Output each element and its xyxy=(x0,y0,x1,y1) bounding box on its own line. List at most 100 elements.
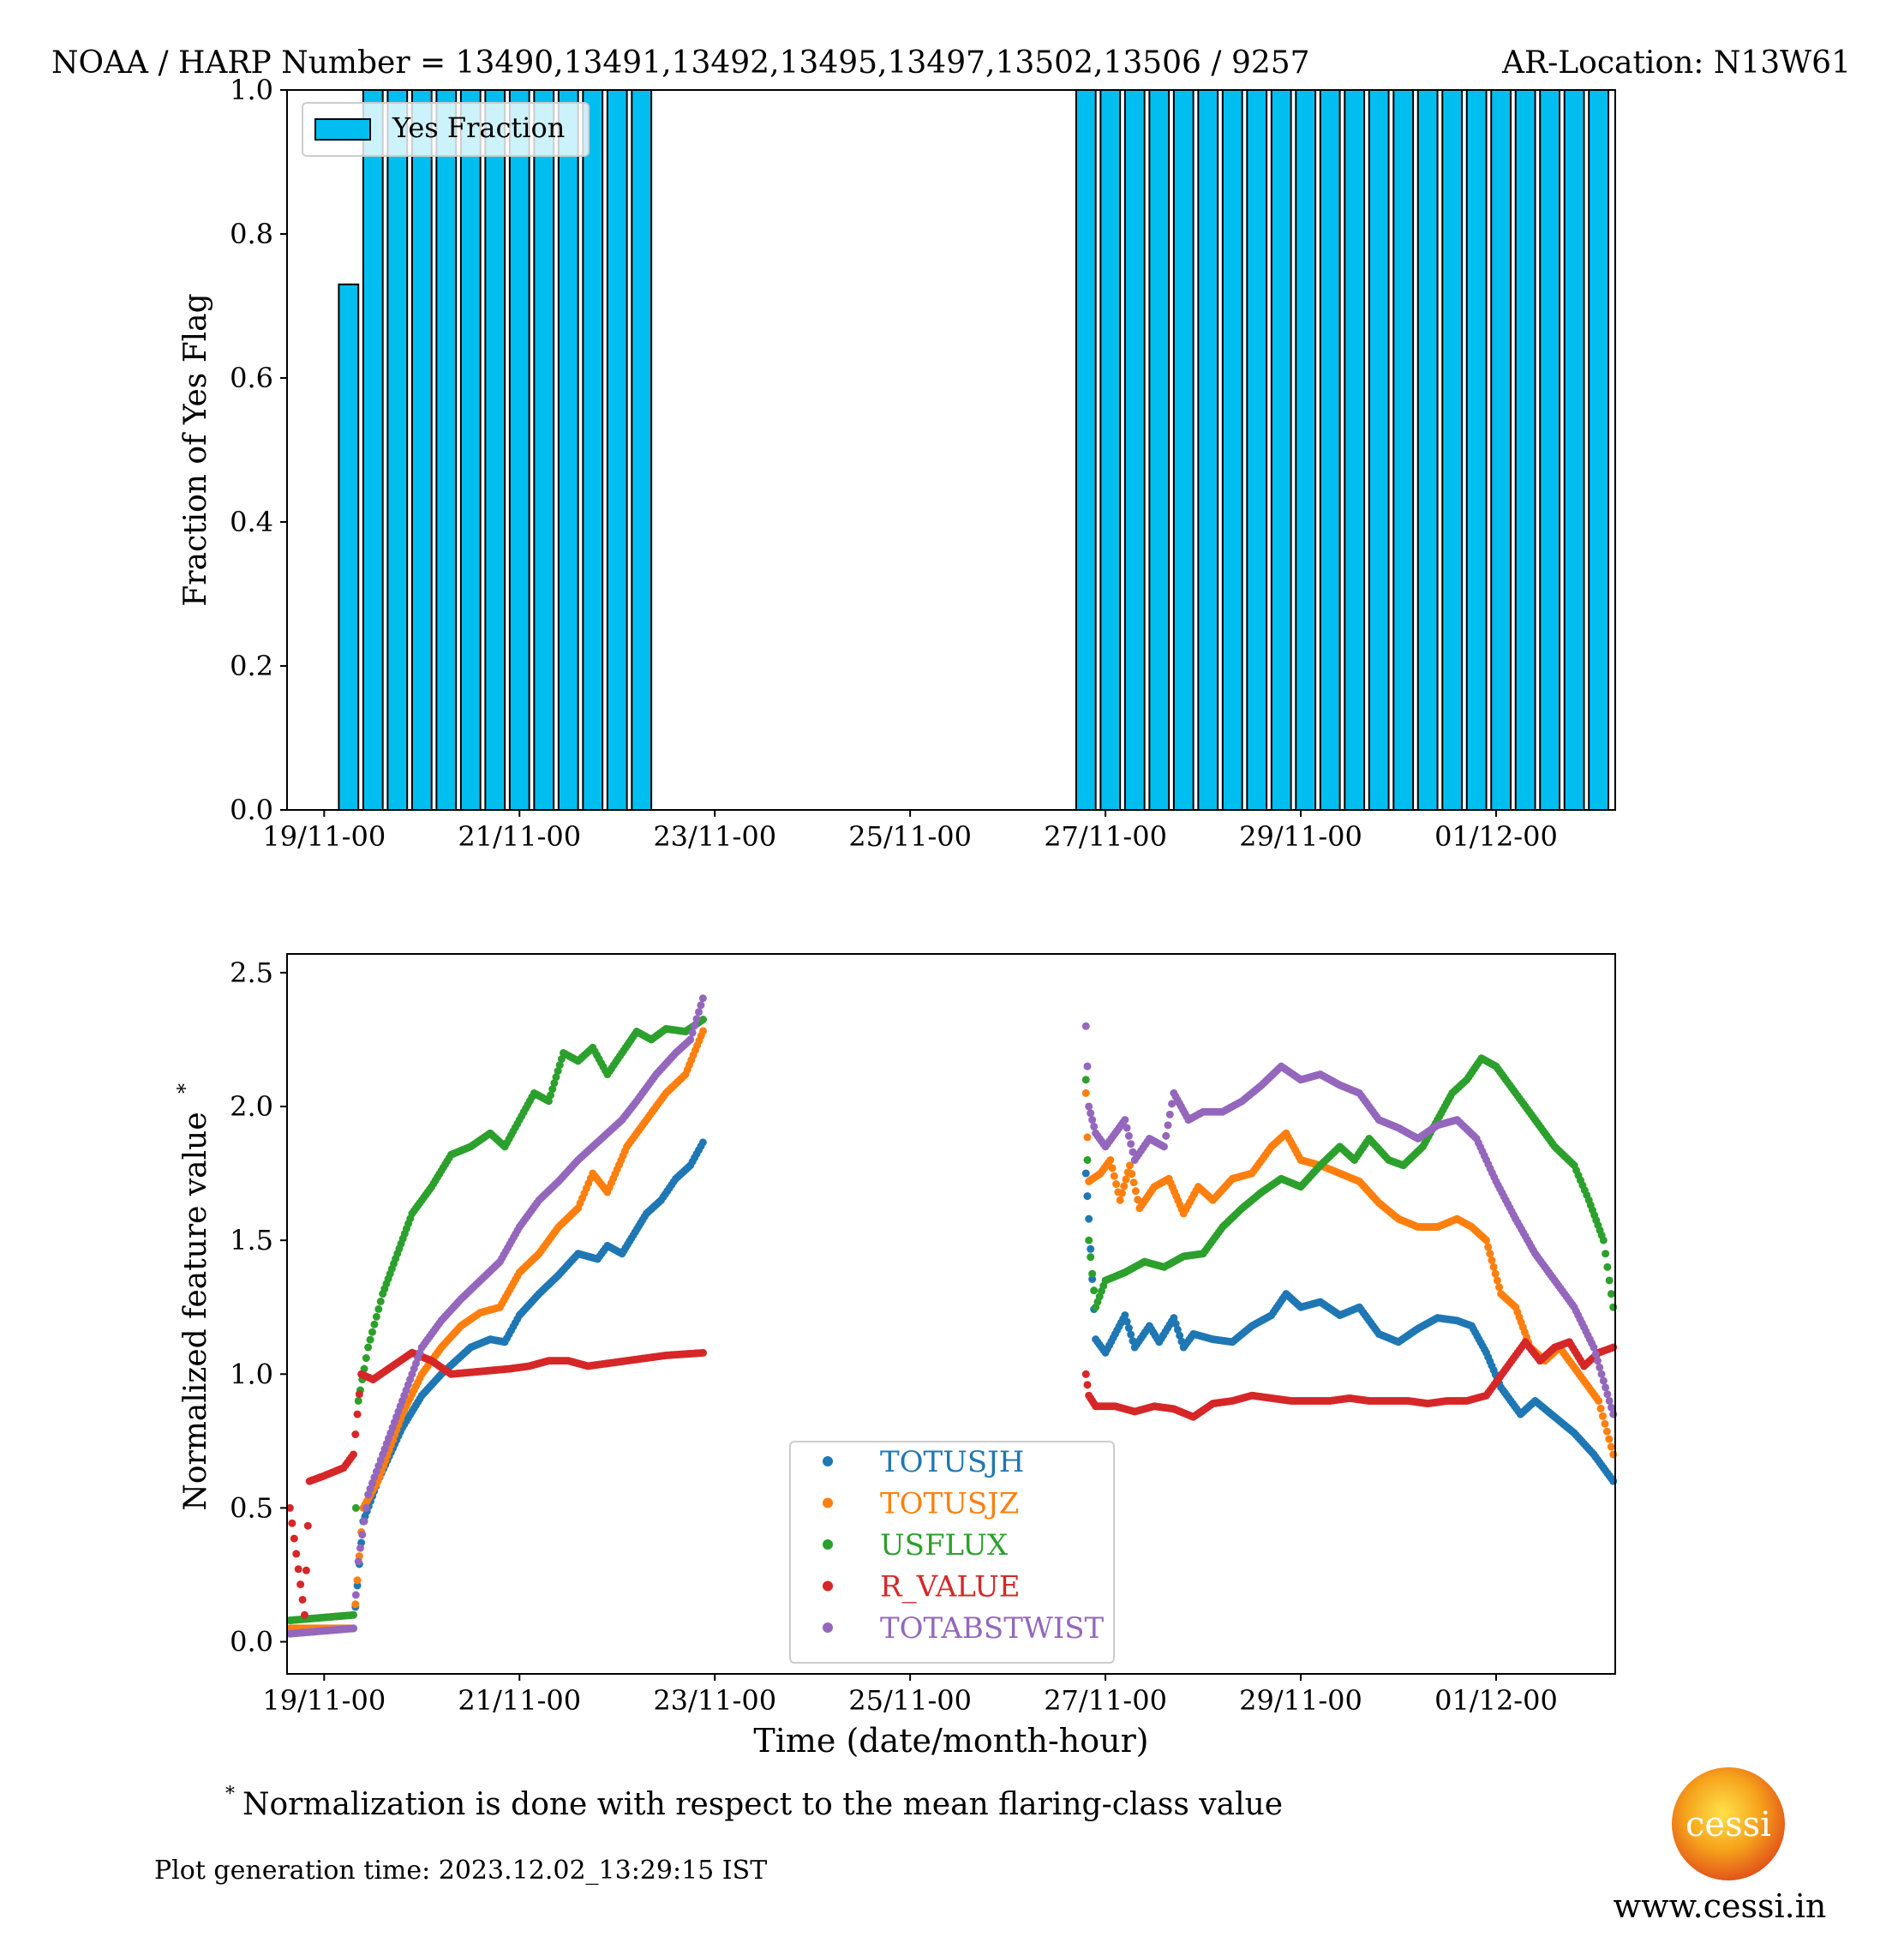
totabstwist-point xyxy=(1164,1121,1172,1130)
yes-fraction-bar xyxy=(1490,89,1512,811)
r-value-point xyxy=(285,1503,294,1512)
yes-fraction-bar xyxy=(1588,89,1610,811)
top-y-tick-label: 0.0 xyxy=(230,794,273,826)
totusjh-point xyxy=(698,1138,707,1147)
yes-fraction-bar xyxy=(1441,89,1464,811)
usflux-point xyxy=(1083,1155,1092,1164)
ar-location: AR-Location: N13W61 xyxy=(1501,45,1851,81)
totusjh-point xyxy=(1171,1320,1180,1328)
totusjh-point xyxy=(1173,1325,1182,1334)
legend-swatch-yes-fraction xyxy=(314,118,371,141)
yes-fraction-bar xyxy=(1319,89,1341,811)
yes-fraction-bar xyxy=(1416,89,1439,811)
totusjh-point xyxy=(1083,1192,1092,1201)
totusjz-point xyxy=(351,1600,360,1609)
totabstwist-point xyxy=(1603,1390,1612,1399)
totabstwist-point xyxy=(1123,1124,1131,1132)
totabstwist-point xyxy=(360,1517,368,1526)
totusjz-point xyxy=(1601,1419,1609,1428)
totusjz-point xyxy=(1596,1404,1605,1412)
top-y-ticks: 0.0 0.2 0.4 0.6 0.8 1.0 xyxy=(230,74,287,826)
generation-time: Plot generation time: 2023.12.02_13:29:1… xyxy=(154,1856,767,1886)
totabstwist-point xyxy=(1605,1396,1614,1405)
cessi-logo-text: cessi xyxy=(1685,1805,1771,1844)
r-value-point xyxy=(353,1410,362,1418)
totabstwist-point xyxy=(1596,1363,1604,1371)
usflux-point xyxy=(370,1320,379,1328)
yes-fraction-bar xyxy=(1368,89,1390,811)
usflux-point xyxy=(362,1354,370,1363)
legend-label-usflux: USFLUX xyxy=(880,1528,1009,1562)
top-x-tick-label: 01/12-00 xyxy=(1434,820,1558,853)
totabstwist-point xyxy=(354,1557,362,1566)
usflux-point xyxy=(1607,1290,1615,1298)
totabstwist-point xyxy=(1088,1116,1097,1124)
totusjh-point xyxy=(1088,1274,1097,1283)
legend-marker-totusjz xyxy=(823,1497,833,1508)
totabstwist-point xyxy=(1590,1343,1598,1352)
r-value-point xyxy=(351,1430,360,1439)
totusjh-point xyxy=(1123,1317,1131,1326)
legend-marker-r-value xyxy=(823,1580,833,1592)
r-value-point xyxy=(290,1534,298,1543)
bottom-y-axis-label: Normalized feature value xyxy=(178,1112,213,1510)
r-value-point xyxy=(350,1450,357,1459)
yes-fraction-bar xyxy=(533,89,555,811)
top-x-tick-label: 19/11-00 xyxy=(262,820,386,853)
yes-fraction-bar xyxy=(1197,89,1219,811)
r-value-point xyxy=(294,1565,302,1574)
bottom-x-tick-label: 29/11-00 xyxy=(1239,1684,1362,1717)
totusjz-point xyxy=(1117,1189,1126,1197)
yes-fraction-bar xyxy=(386,89,409,811)
yes-fraction-bar xyxy=(606,89,628,811)
usflux-point xyxy=(1085,1236,1093,1244)
usflux-point xyxy=(699,1016,708,1024)
totabstwist-point xyxy=(1593,1357,1602,1365)
totusjz-point xyxy=(1605,1435,1614,1443)
totusjz-point xyxy=(1482,1236,1491,1244)
bottom-x-tick-label: 21/11-00 xyxy=(458,1684,581,1717)
totusjz-point xyxy=(1489,1262,1498,1271)
usflux-point xyxy=(554,1067,562,1076)
totabstwist-point xyxy=(1599,1376,1608,1385)
yes-fraction-bar xyxy=(1221,89,1243,811)
totusjz-point xyxy=(1128,1170,1136,1178)
usflux-point xyxy=(547,1091,555,1100)
legend-marker-usflux xyxy=(823,1539,833,1550)
totusjh-point xyxy=(1127,1330,1135,1339)
bottom-x-tick-label: 01/12-00 xyxy=(1434,1684,1558,1717)
totusjz-point xyxy=(1491,1269,1500,1278)
totabstwist-point xyxy=(1168,1100,1177,1108)
usflux-point xyxy=(368,1328,376,1336)
totusjz-point xyxy=(1116,1196,1124,1204)
bottom-plot-frame xyxy=(286,953,1616,1675)
yes-fraction-bar xyxy=(582,89,604,811)
legend-label-totusjh: TOTUSJH xyxy=(880,1445,1024,1479)
top-x-ticks: 19/11-00 21/11-00 23/11-00 25/11-00 27/11-00… xyxy=(262,810,1558,853)
usflux-point xyxy=(374,1304,383,1313)
totabstwist-point xyxy=(358,1531,367,1539)
top-x-tick-label: 25/11-00 xyxy=(848,820,972,853)
totusjz-point xyxy=(1083,1133,1092,1142)
usflux-point xyxy=(376,1298,385,1306)
totusjh-point xyxy=(1081,1169,1090,1178)
totusjz-point xyxy=(1126,1161,1135,1170)
totusjh-point xyxy=(1124,1324,1133,1333)
r-value-point xyxy=(296,1580,305,1589)
yes-fraction-bar xyxy=(508,89,530,811)
website-link[interactable]: www.cessi.in xyxy=(1614,1887,1827,1925)
totabstwist-point xyxy=(1081,1022,1090,1030)
bottom-chart: 19/11-00 21/11-00 23/11-00 25/11-00 27/11-00… xyxy=(173,953,1618,1760)
usflux-point xyxy=(544,1097,553,1106)
legend-marker-totusjh xyxy=(823,1456,833,1466)
bottom-legend-items: TOTUSJH TOTUSJZ USFLUX R_VALUE TOTABSTWIST xyxy=(823,1445,1105,1646)
totabstwist-point xyxy=(1121,1116,1129,1124)
totabstwist-point xyxy=(697,1001,705,1010)
usflux-point xyxy=(1599,1236,1608,1244)
totusjz-point xyxy=(1112,1180,1121,1189)
usflux-point xyxy=(1603,1262,1612,1271)
usflux-point xyxy=(1081,1076,1090,1084)
r-value-point xyxy=(699,1348,708,1357)
usflux-point xyxy=(364,1343,373,1352)
